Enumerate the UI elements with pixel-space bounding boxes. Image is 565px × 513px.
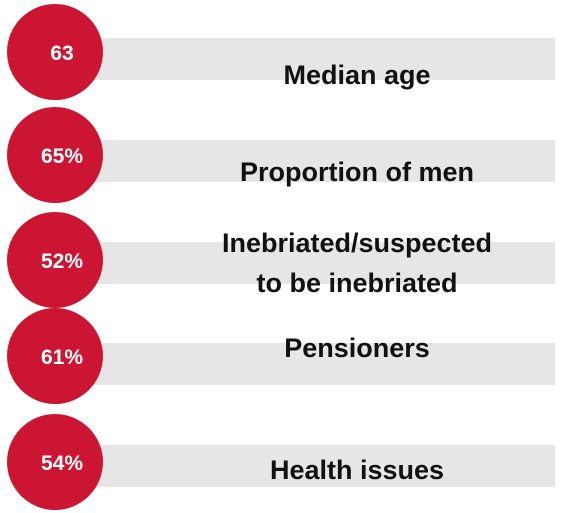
row-label: Proportion of men [240, 157, 474, 187]
value-text: 54% [41, 452, 83, 475]
row-bar [60, 38, 555, 80]
row-label: Inebriated/suspected [222, 228, 492, 258]
row-bar [60, 445, 555, 487]
row-label: Pensioners [284, 333, 430, 363]
value-badge [7, 107, 103, 203]
row-label: Median age [283, 60, 430, 90]
row-bar [60, 140, 555, 182]
row-bar [60, 343, 555, 385]
value-badge [7, 4, 103, 100]
row-label: Health issues [270, 455, 444, 485]
value-badge [7, 414, 103, 510]
value-badge [7, 308, 103, 404]
value-text: 65% [41, 145, 83, 168]
value-text: 52% [41, 250, 83, 273]
value-text: 63 [50, 42, 73, 65]
row-bar [60, 242, 555, 284]
value-text: 61% [41, 346, 83, 369]
value-badge [7, 212, 103, 308]
row-label: to be inebriated [256, 268, 457, 298]
